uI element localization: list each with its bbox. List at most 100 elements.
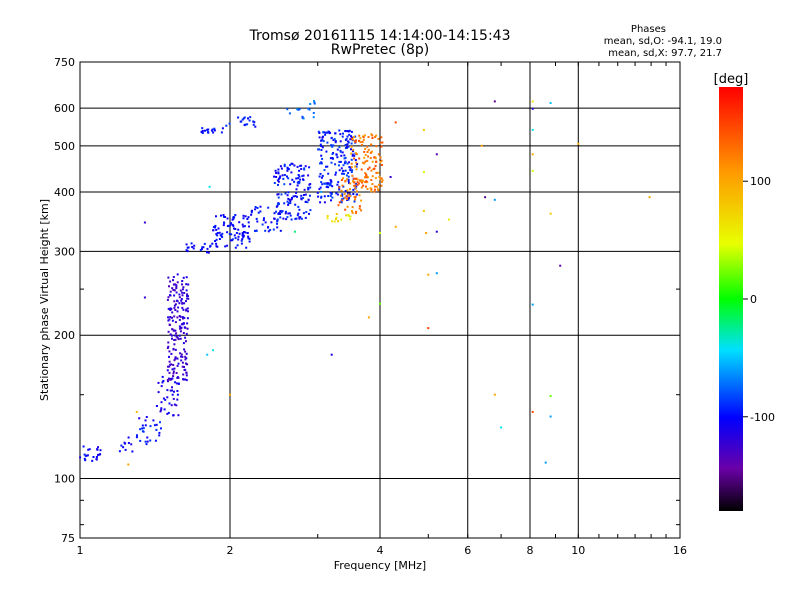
data-point bbox=[259, 205, 262, 208]
data-point bbox=[88, 448, 91, 451]
data-point bbox=[366, 159, 369, 162]
data-point bbox=[184, 350, 187, 353]
data-point bbox=[144, 424, 147, 427]
data-point bbox=[367, 136, 370, 138]
data-point bbox=[234, 214, 237, 216]
data-point bbox=[334, 140, 337, 142]
data-point bbox=[173, 343, 176, 346]
data-point bbox=[95, 458, 98, 461]
data-point bbox=[245, 246, 248, 249]
data-point bbox=[334, 173, 337, 176]
data-point bbox=[199, 249, 202, 252]
data-point bbox=[298, 208, 301, 211]
data-point bbox=[358, 194, 361, 197]
data-point bbox=[283, 174, 286, 176]
data-point bbox=[176, 316, 179, 319]
data-point bbox=[160, 401, 163, 404]
data-point bbox=[231, 223, 234, 226]
data-point bbox=[351, 136, 353, 139]
data-point bbox=[174, 381, 177, 384]
data-point bbox=[358, 205, 361, 208]
data-point bbox=[367, 316, 370, 319]
data-point bbox=[380, 159, 383, 162]
data-point bbox=[237, 238, 240, 241]
data-point bbox=[349, 218, 352, 221]
data-point bbox=[320, 154, 323, 157]
data-point bbox=[295, 188, 298, 191]
data-point bbox=[304, 165, 307, 168]
data-point bbox=[263, 217, 265, 220]
data-point bbox=[329, 194, 332, 197]
data-point bbox=[286, 200, 289, 203]
data-point bbox=[493, 198, 496, 201]
data-point bbox=[341, 172, 344, 175]
data-point bbox=[276, 204, 279, 207]
data-point bbox=[213, 129, 216, 132]
data-point bbox=[549, 395, 552, 398]
data-point bbox=[212, 226, 215, 228]
data-point bbox=[295, 217, 298, 220]
data-point bbox=[177, 338, 180, 341]
data-point bbox=[375, 160, 378, 163]
data-point bbox=[175, 382, 178, 385]
data-point bbox=[322, 135, 324, 138]
data-point bbox=[282, 217, 285, 220]
data-point bbox=[257, 211, 260, 214]
data-point bbox=[185, 357, 188, 360]
data-point bbox=[275, 172, 278, 174]
data-point bbox=[221, 127, 224, 130]
data-point bbox=[381, 180, 383, 183]
data-point bbox=[216, 234, 219, 237]
data-point bbox=[299, 178, 302, 181]
data-point bbox=[334, 163, 337, 166]
data-point bbox=[171, 386, 173, 389]
data-point bbox=[243, 231, 245, 233]
data-point bbox=[356, 163, 359, 165]
data-point bbox=[302, 174, 305, 177]
data-point bbox=[181, 361, 184, 364]
data-point bbox=[341, 135, 344, 138]
data-point bbox=[287, 167, 289, 170]
y-tick-label: 750 bbox=[54, 56, 75, 69]
data-point bbox=[178, 296, 181, 299]
data-point bbox=[228, 224, 231, 227]
data-point bbox=[166, 379, 169, 382]
data-point bbox=[173, 339, 176, 341]
data-point bbox=[243, 225, 246, 228]
data-point bbox=[185, 332, 188, 335]
data-point bbox=[340, 189, 343, 192]
data-point bbox=[285, 218, 288, 221]
data-point bbox=[159, 410, 162, 413]
data-point bbox=[316, 191, 319, 194]
data-point bbox=[206, 247, 209, 250]
data-point bbox=[330, 137, 333, 140]
data-point bbox=[294, 217, 297, 220]
data-point bbox=[184, 336, 187, 339]
data-point bbox=[304, 200, 307, 203]
data-point bbox=[155, 423, 158, 426]
data-point bbox=[83, 457, 86, 460]
data-point bbox=[351, 153, 354, 156]
data-point bbox=[167, 345, 170, 348]
data-point bbox=[167, 365, 169, 368]
data-point bbox=[336, 183, 339, 186]
data-point bbox=[175, 332, 178, 335]
data-point bbox=[180, 355, 182, 358]
data-point bbox=[290, 198, 293, 201]
data-point bbox=[337, 220, 340, 223]
data-point bbox=[331, 220, 334, 223]
data-point bbox=[352, 188, 355, 191]
data-point bbox=[206, 251, 208, 254]
data-point bbox=[200, 131, 203, 134]
data-point bbox=[247, 235, 250, 238]
data-point bbox=[346, 198, 348, 200]
data-point bbox=[340, 179, 343, 181]
data-point bbox=[261, 223, 264, 226]
data-point bbox=[185, 300, 187, 303]
data-point bbox=[280, 167, 283, 170]
data-point bbox=[484, 196, 487, 199]
data-point bbox=[307, 186, 310, 189]
data-point bbox=[339, 160, 342, 163]
data-point bbox=[345, 174, 348, 177]
data-point bbox=[175, 335, 178, 338]
